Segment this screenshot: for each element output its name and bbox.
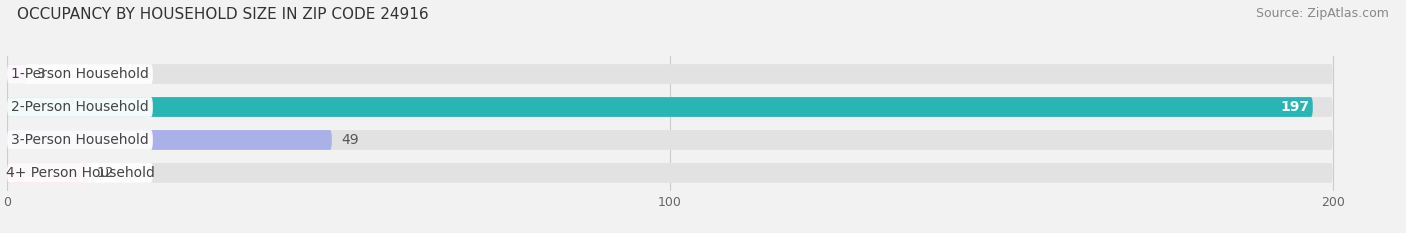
Text: 12: 12 bbox=[97, 166, 114, 180]
FancyBboxPatch shape bbox=[7, 130, 153, 150]
FancyBboxPatch shape bbox=[7, 163, 153, 183]
Text: 49: 49 bbox=[342, 133, 360, 147]
Text: Source: ZipAtlas.com: Source: ZipAtlas.com bbox=[1256, 7, 1389, 20]
Text: 3: 3 bbox=[37, 67, 45, 81]
Text: 3-Person Household: 3-Person Household bbox=[11, 133, 149, 147]
Text: 4+ Person Household: 4+ Person Household bbox=[6, 166, 155, 180]
FancyBboxPatch shape bbox=[7, 130, 332, 150]
Text: 197: 197 bbox=[1281, 100, 1309, 114]
FancyBboxPatch shape bbox=[7, 130, 1333, 150]
Text: 1-Person Household: 1-Person Household bbox=[11, 67, 149, 81]
FancyBboxPatch shape bbox=[7, 64, 1333, 84]
FancyBboxPatch shape bbox=[7, 163, 87, 183]
Text: 2-Person Household: 2-Person Household bbox=[11, 100, 149, 114]
FancyBboxPatch shape bbox=[7, 97, 1333, 117]
FancyBboxPatch shape bbox=[7, 64, 153, 84]
FancyBboxPatch shape bbox=[7, 97, 153, 117]
Text: OCCUPANCY BY HOUSEHOLD SIZE IN ZIP CODE 24916: OCCUPANCY BY HOUSEHOLD SIZE IN ZIP CODE … bbox=[17, 7, 429, 22]
FancyBboxPatch shape bbox=[7, 97, 1313, 117]
FancyBboxPatch shape bbox=[7, 64, 27, 84]
FancyBboxPatch shape bbox=[7, 163, 1333, 183]
